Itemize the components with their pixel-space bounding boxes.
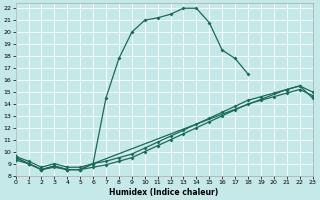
X-axis label: Humidex (Indice chaleur): Humidex (Indice chaleur) bbox=[109, 188, 219, 197]
